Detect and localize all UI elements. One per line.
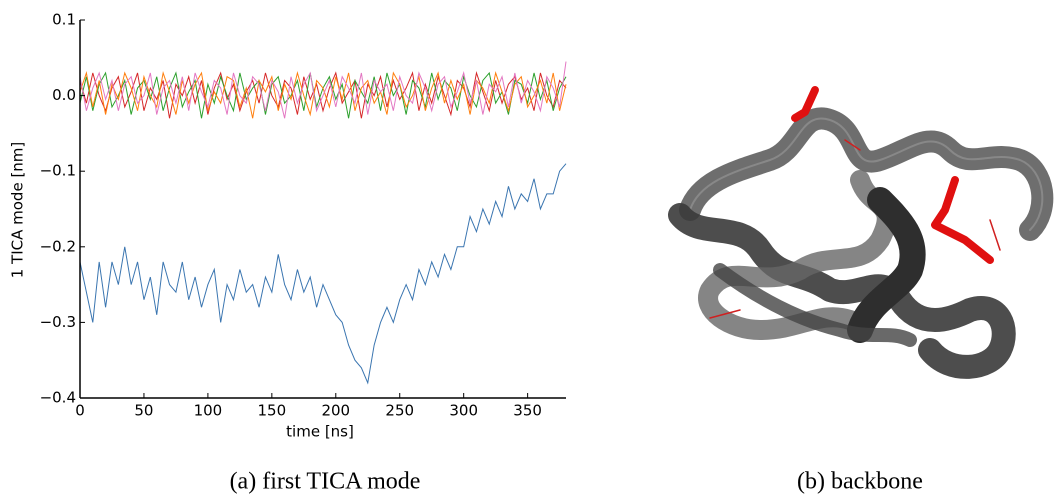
series-line bbox=[79, 163, 567, 385]
x-tick-label: 50 bbox=[134, 402, 153, 420]
y-tick-label: 0.1 bbox=[52, 11, 76, 29]
y-tick-label: −0.1 bbox=[40, 162, 76, 180]
caption: (a) first TICA mode bbox=[230, 469, 421, 495]
x-tick-label: 200 bbox=[321, 402, 350, 420]
series-line bbox=[79, 61, 567, 119]
y-tick-label: 0.0 bbox=[52, 86, 76, 104]
protein-image bbox=[668, 86, 1054, 379]
x-tick-label: 100 bbox=[194, 402, 223, 420]
x-tick-label: 250 bbox=[385, 402, 414, 420]
x-tick-label: 300 bbox=[449, 402, 478, 420]
x-axis-label: time [ns] bbox=[286, 423, 354, 441]
caption: (b) backbone bbox=[797, 469, 923, 495]
y-tick-label: −0.3 bbox=[40, 313, 76, 331]
y-axis-label: 1 TICA mode [nm] bbox=[9, 142, 27, 279]
x-tick-label: 0 bbox=[75, 402, 85, 420]
x-tick-label: 150 bbox=[258, 402, 287, 420]
series-line bbox=[79, 70, 567, 119]
y-tick-label: −0.4 bbox=[40, 389, 76, 407]
y-tick-label: −0.2 bbox=[40, 237, 76, 255]
x-tick-label: 350 bbox=[513, 402, 542, 420]
